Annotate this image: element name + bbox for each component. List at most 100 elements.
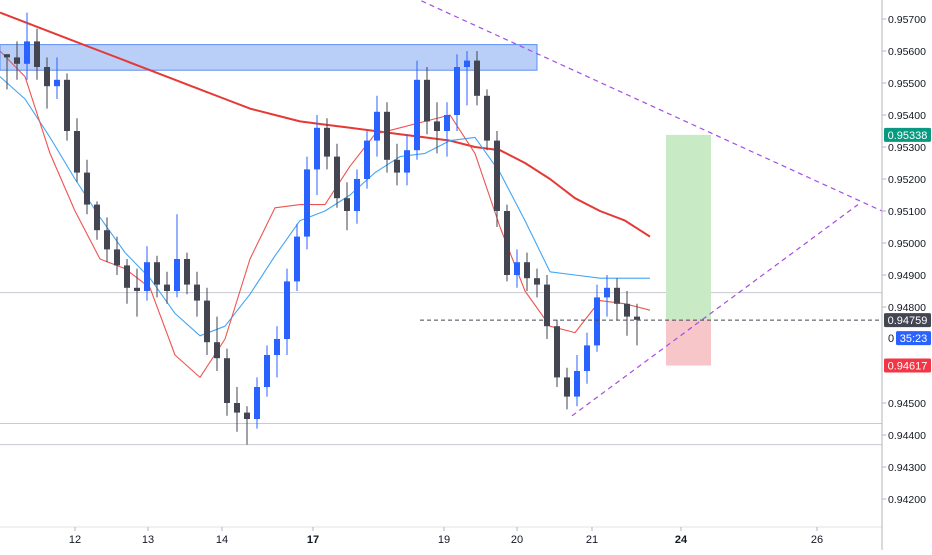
candle[interactable] — [244, 406, 250, 445]
candle[interactable] — [144, 246, 150, 301]
candle[interactable] — [214, 316, 220, 371]
descending-trendline[interactable] — [405, 0, 883, 212]
candle[interactable] — [264, 345, 270, 397]
candle-body — [444, 115, 450, 131]
candle[interactable] — [634, 303, 640, 346]
candle-body — [524, 262, 530, 279]
candle[interactable] — [324, 118, 330, 170]
candle[interactable] — [474, 51, 480, 106]
candle[interactable] — [344, 182, 350, 231]
candle[interactable] — [94, 201, 100, 240]
candle[interactable] — [554, 319, 560, 387]
candle[interactable] — [434, 102, 440, 154]
candle[interactable] — [524, 252, 530, 291]
price-axis-tick-label: 0.95200 — [888, 174, 926, 186]
supply-zone-layer — [0, 44, 538, 71]
candle[interactable] — [194, 271, 200, 317]
candle[interactable] — [594, 284, 600, 352]
candle-body — [484, 95, 490, 141]
candle[interactable] — [44, 57, 50, 109]
candle-body — [14, 57, 20, 64]
candle-body — [474, 60, 480, 96]
candle-body — [194, 284, 200, 301]
candle[interactable] — [84, 159, 90, 215]
candle[interactable] — [584, 332, 590, 384]
medium-moving-average-line[interactable] — [0, 76, 650, 337]
candle[interactable] — [134, 268, 140, 317]
candle[interactable] — [604, 275, 610, 317]
candle[interactable] — [364, 131, 370, 189]
candle[interactable] — [54, 57, 60, 99]
candle-body — [214, 342, 220, 359]
fast-moving-average-line[interactable] — [0, 50, 651, 378]
candle[interactable] — [564, 367, 570, 410]
candle[interactable] — [394, 143, 400, 186]
candle[interactable] — [4, 54, 10, 90]
moving-averages-layer — [0, 11, 651, 378]
candle[interactable] — [304, 156, 310, 250]
position-loss-zone[interactable] — [666, 320, 711, 366]
candle[interactable] — [104, 217, 110, 263]
candles-layer — [4, 12, 640, 445]
candle[interactable] — [164, 271, 170, 304]
candle-body — [84, 172, 90, 205]
candle[interactable] — [514, 249, 520, 288]
candle[interactable] — [614, 278, 620, 320]
time-axis-tick-label: 12 — [69, 534, 81, 546]
price-badges: 0.95338 0.94759 0 35:23 0.94617 — [884, 127, 931, 373]
candle[interactable] — [384, 102, 390, 173]
candle[interactable] — [464, 51, 470, 106]
candle[interactable] — [34, 28, 40, 80]
candle-body — [364, 140, 370, 179]
candle[interactable] — [314, 115, 320, 195]
candle[interactable] — [454, 54, 460, 131]
candle[interactable] — [284, 268, 290, 355]
price-axis[interactable]: 0.95700 0.95600 0.95500 0.95400 0.95300 0.952… — [881, 0, 932, 550]
candle-body — [124, 265, 130, 288]
time-axis[interactable]: 12 13 14 17 19 20 21 24 26 — [0, 526, 882, 546]
candle[interactable] — [234, 387, 240, 432]
candle[interactable] — [444, 102, 450, 157]
candle[interactable] — [274, 326, 280, 378]
candle[interactable] — [494, 131, 500, 227]
candle-body — [394, 159, 400, 173]
candle[interactable] — [174, 214, 180, 298]
candle-body — [154, 262, 160, 285]
time-axis-tick-label: 14 — [216, 534, 228, 546]
bar-countdown-label: 35:23 — [900, 333, 928, 345]
candle[interactable] — [74, 118, 80, 183]
candle[interactable] — [424, 67, 430, 135]
candle[interactable] — [534, 268, 540, 298]
candle[interactable] — [64, 73, 70, 141]
candle[interactable] — [334, 143, 340, 208]
candle[interactable] — [124, 259, 130, 304]
candle[interactable] — [184, 252, 190, 295]
candle[interactable] — [204, 287, 210, 355]
candle[interactable] — [294, 223, 300, 291]
candle[interactable] — [14, 41, 20, 80]
candle[interactable] — [624, 291, 630, 336]
candle[interactable] — [374, 95, 380, 157]
candle[interactable] — [114, 236, 120, 275]
position-profit-zone[interactable] — [666, 134, 711, 321]
supply-zone[interactable] — [0, 44, 538, 71]
price-axis-tick-label: 0.94800 — [888, 302, 926, 314]
candle-body — [494, 140, 500, 211]
candle-body — [54, 79, 60, 87]
long-position-tool[interactable] — [666, 134, 711, 366]
price-axis-tick-label: 0.95600 — [888, 46, 926, 58]
candle[interactable] — [354, 169, 360, 224]
candle[interactable] — [24, 12, 30, 80]
candle[interactable] — [574, 355, 580, 407]
candle[interactable] — [544, 275, 550, 339]
candle[interactable] — [484, 89, 490, 151]
candle[interactable] — [224, 348, 230, 416]
candle[interactable] — [254, 377, 260, 429]
candle-body — [344, 198, 350, 211]
candle[interactable] — [504, 204, 510, 282]
candle[interactable] — [414, 60, 420, 160]
candle[interactable] — [404, 134, 410, 186]
candle[interactable] — [154, 255, 160, 298]
slow-moving-average-line[interactable] — [0, 11, 651, 238]
